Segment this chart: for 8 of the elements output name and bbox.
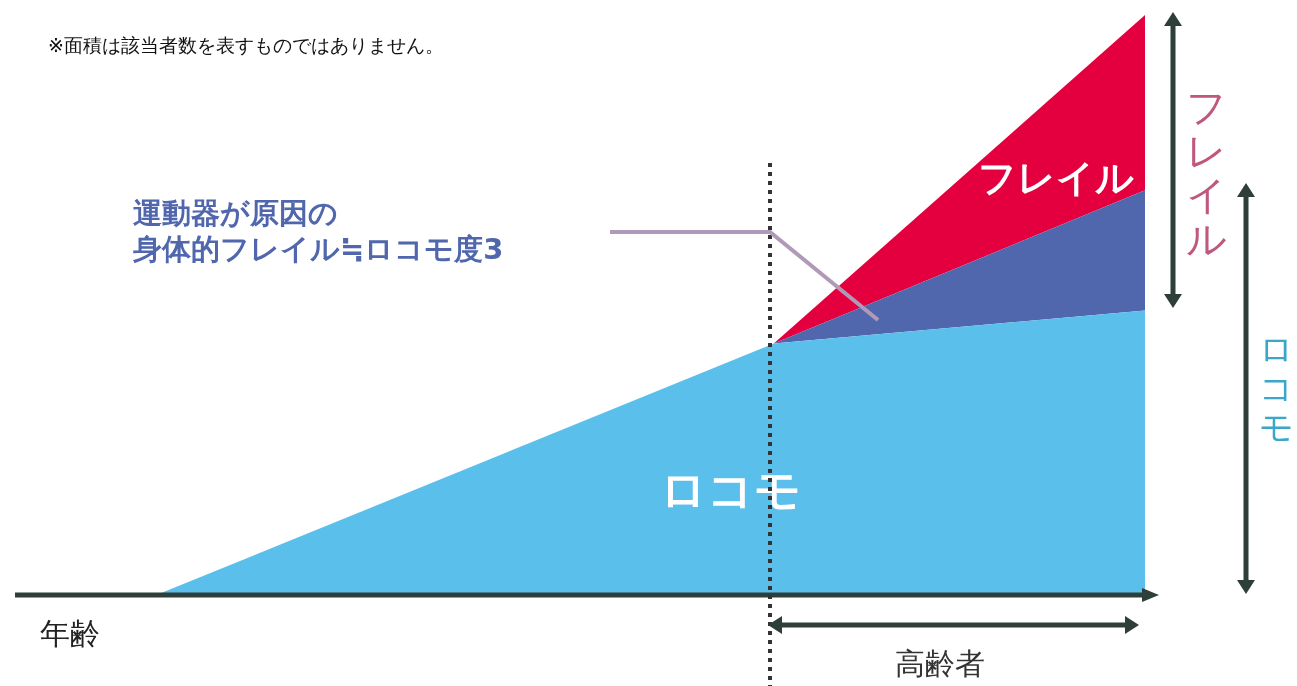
text: 運動器が原因の身体的フレイル≒ロコモ度3 <box>133 196 504 267</box>
text: フレイル <box>1186 84 1228 262</box>
text: ロコモ <box>1259 329 1295 448</box>
x-axis-title: 年齢 <box>40 615 100 653</box>
series-label: フレイル <box>978 155 1134 202</box>
annotation: ※面積は該当者数を表すものではありません。 <box>48 34 444 58</box>
series-label: ロコモ <box>660 462 801 519</box>
text: 高齢者 <box>895 645 985 683</box>
